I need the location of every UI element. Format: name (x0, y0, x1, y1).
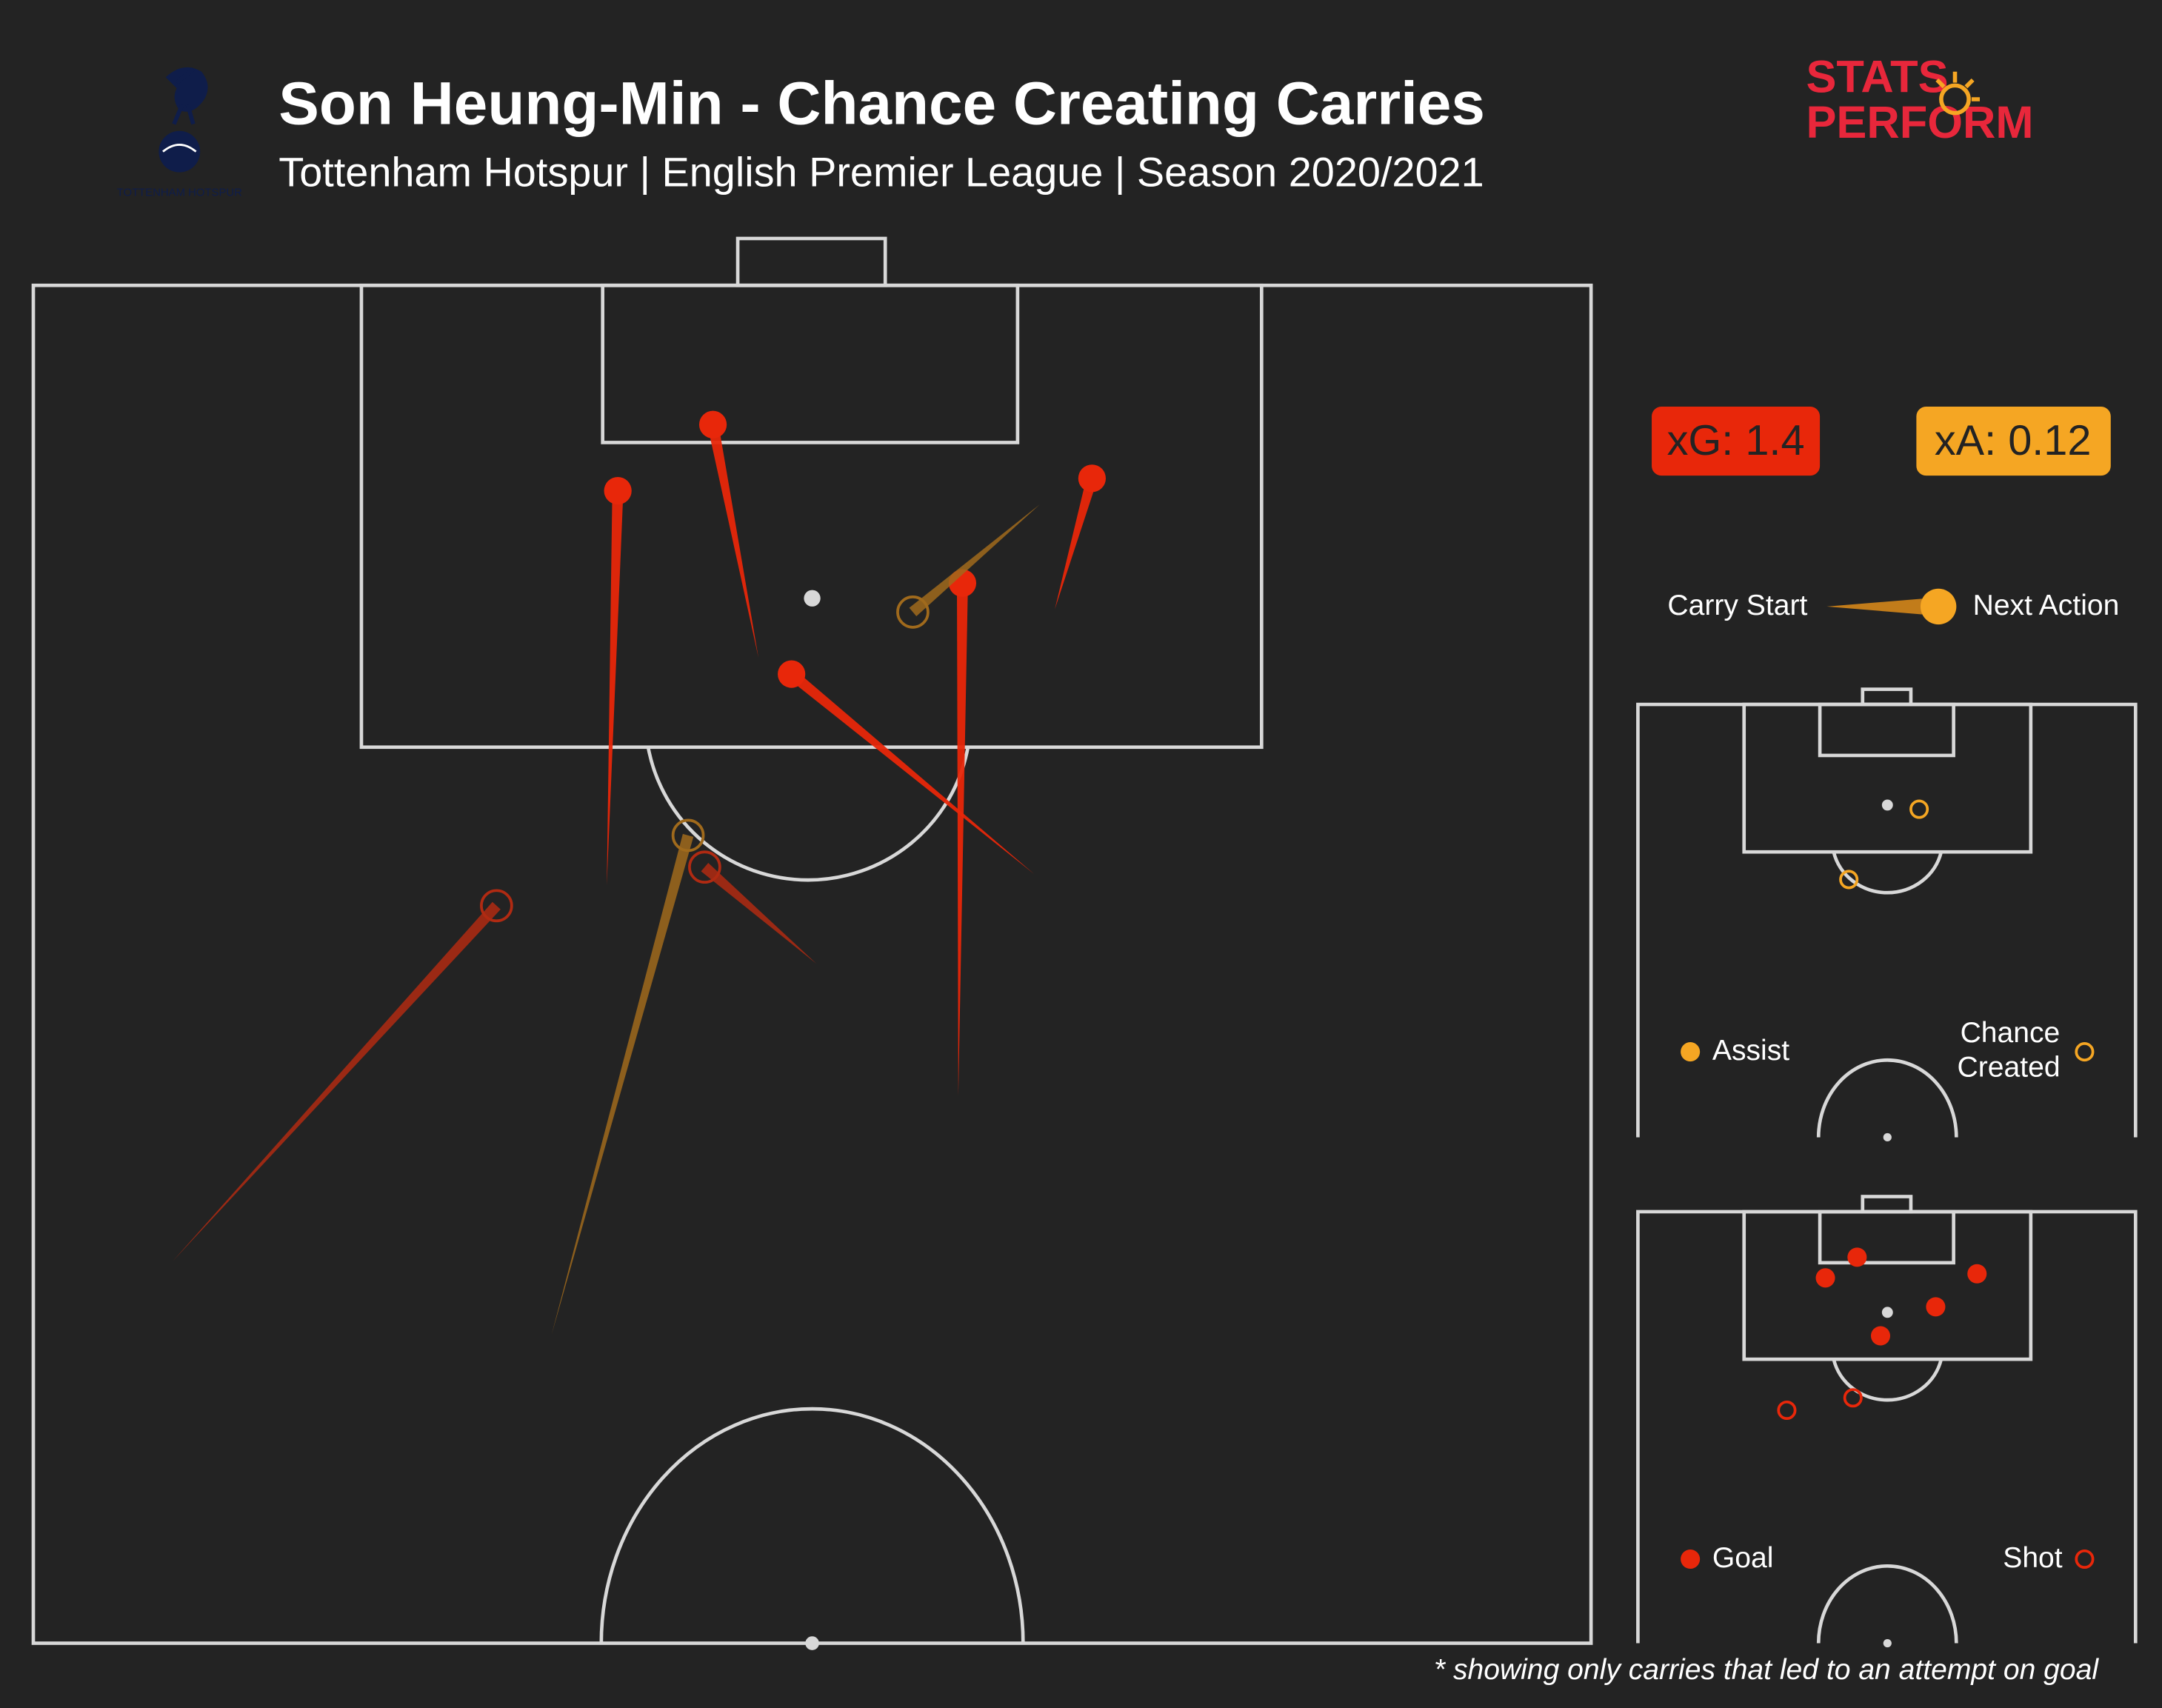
legend-chance-created-line1: Chance (1961, 1017, 2061, 1049)
inset-shot-marker-6 (1843, 1388, 1863, 1408)
inset1-markers (1839, 799, 1929, 890)
carry-end-shot-4 (688, 850, 721, 884)
inset-shot-marker-5 (1777, 1400, 1797, 1421)
inset2-centre-spot (1883, 1638, 1892, 1648)
brand-logo-line1: STATS (1806, 52, 1948, 103)
carry-line-4 (701, 863, 817, 964)
legend-shot: Shot (2003, 1542, 2063, 1574)
carry-line-7 (551, 833, 694, 1335)
inset-chance-marker-1 (1839, 870, 1859, 890)
inset-goal-marker-3 (1926, 1297, 1946, 1317)
carry-legend: Carry Start Next Action (1667, 588, 2120, 625)
carry-end-goal-1 (604, 476, 632, 505)
carry-line-1 (607, 490, 624, 885)
inset-pitch-shots: Goal Shot (1636, 1195, 2138, 1648)
inset-chance-marker-0 (1909, 799, 1929, 819)
penalty-spot (804, 590, 821, 607)
carry-end-goal-3 (778, 660, 806, 688)
crest-wordmark: TOTTENHAM HOTSPUR (117, 187, 242, 199)
inset2-penalty-spot (1881, 1307, 1893, 1318)
xg-value: xG: 1.4 (1667, 417, 1805, 464)
page-title: Son Heung-Min - Chance Creating Carries (278, 70, 1485, 138)
carries-layer (172, 410, 1107, 1335)
page-subtitle: Tottenham Hotspur | English Premier Leag… (278, 148, 1484, 195)
legend-shot-ring (2075, 1549, 2095, 1569)
inset-goal-marker-1 (1815, 1268, 1835, 1288)
legend-assist: Assist (1712, 1035, 1789, 1067)
carry-line-3 (787, 670, 1035, 874)
club-crest: TOTTENHAM HOTSPUR (117, 67, 242, 199)
carry-line-0 (172, 901, 501, 1261)
legend-carry-start: Carry Start (1667, 590, 1807, 621)
carry-end-shot-0 (480, 889, 513, 923)
carry-line-5 (956, 583, 968, 1096)
carry-end-goal-2 (698, 410, 727, 438)
inset-goal-marker-4 (1870, 1326, 1891, 1346)
carry-end-chance_created-8 (896, 596, 930, 629)
brand-logo: STATS PERFORM (1806, 52, 2033, 148)
legend-next-action: Next Action (1973, 590, 2120, 621)
inset2-markers (1777, 1247, 1987, 1421)
footnote: * showing only carries that led to an at… (1434, 1654, 2099, 1686)
legend-assist-dot (1681, 1042, 1701, 1062)
legend-goal: Goal (1712, 1542, 1774, 1574)
inset1-centre-spot (1883, 1132, 1892, 1142)
inset-goal-marker-0 (1847, 1247, 1867, 1267)
legend-goal-dot (1681, 1549, 1701, 1569)
brand-logo-line2: PERFORM (1806, 97, 2033, 148)
xa-value: xA: 0.12 (1935, 417, 2092, 464)
legend-chance-created-line2: Created (1958, 1052, 2061, 1084)
carry-line-8 (909, 504, 1040, 617)
legend-carry-line (1826, 598, 1928, 616)
legend-next-action-dot (1920, 588, 1957, 625)
inset-goal-marker-2 (1967, 1264, 1987, 1284)
centre-spot (805, 1636, 819, 1650)
carry-end-chance_created-7 (671, 818, 705, 853)
carry-end-goal-6 (1078, 464, 1107, 493)
inset-pitch-chances: Assist Chance Created (1636, 687, 2138, 1142)
carry-line-6 (1055, 476, 1098, 610)
main-pitch (31, 236, 1593, 1650)
xa-badge: xA: 0.12 (1916, 407, 2111, 476)
legend-chance-created-ring (2075, 1042, 2095, 1062)
carry-line-2 (707, 423, 758, 658)
inset1-penalty-spot (1881, 799, 1893, 811)
brand-burst-icon (1935, 71, 1980, 116)
xg-badge: xG: 1.4 (1652, 407, 1821, 476)
